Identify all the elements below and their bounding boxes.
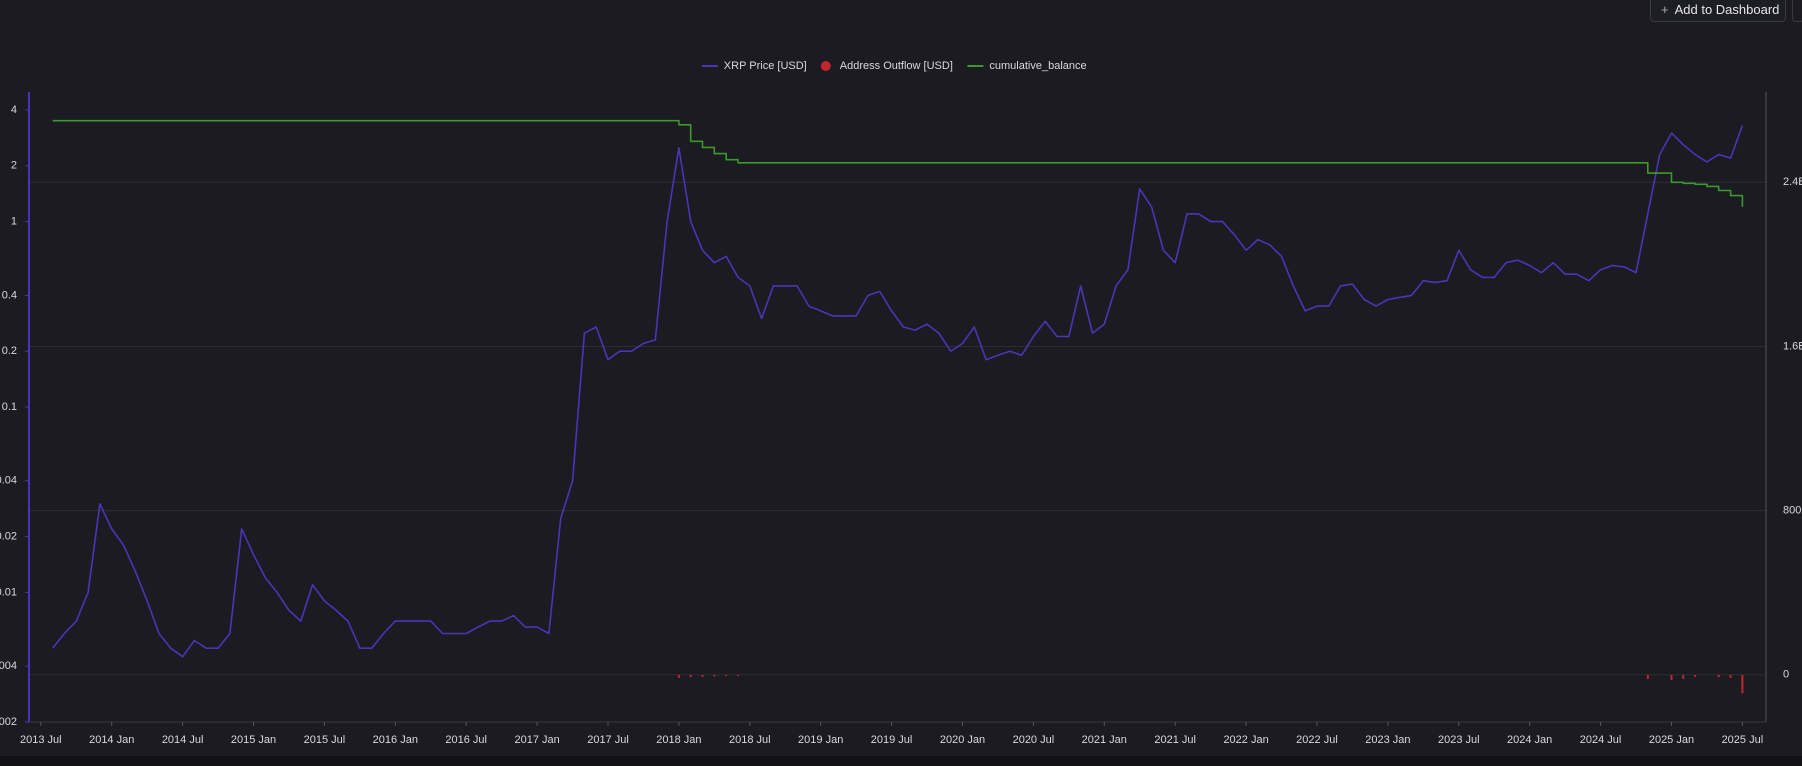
y-tick-label: 0.4 xyxy=(2,289,17,301)
y-tick-label: 0.04 xyxy=(0,475,17,487)
y-tick-label: 0.2 xyxy=(2,345,17,357)
plus-icon: + xyxy=(1661,2,1669,17)
bar xyxy=(1717,674,1720,678)
bar xyxy=(1729,674,1732,678)
legend-marker xyxy=(820,61,831,71)
bar xyxy=(1646,674,1649,679)
x-tick-label: 2021 Jul xyxy=(1154,734,1196,746)
series-line xyxy=(52,119,1744,207)
bar xyxy=(713,674,716,677)
y-tick-label: 2 xyxy=(11,160,17,172)
legend: XRP Price [USD] Address Outflow [USD] cumu… xyxy=(701,60,1087,72)
legend-label: XRP Price [USD] xyxy=(724,60,807,72)
y2-tick-label: 800M xyxy=(1783,505,1802,517)
x-tick-label: 2015 Jan xyxy=(231,734,276,746)
x-tick-label: 2020 Jan xyxy=(940,734,985,746)
x-tick-label: 2020 Jul xyxy=(1013,734,1055,746)
x-tick-label: 2023 Jul xyxy=(1438,734,1480,746)
legend-label: cumulative_balance xyxy=(989,60,1086,72)
x-tick-label: 2024 Jul xyxy=(1580,734,1622,746)
x-tick-label: 2022 Jul xyxy=(1296,734,1338,746)
y2-tick-label: 2.4B xyxy=(1783,176,1802,188)
bar xyxy=(1682,674,1685,679)
x-tick-label: 2022 Jan xyxy=(1223,734,1268,746)
menu-button[interactable] xyxy=(1792,0,1802,22)
add-to-dashboard-button[interactable]: + Add to Dashboard xyxy=(1650,0,1786,22)
y2-tick-label: 0 xyxy=(1783,669,1789,681)
bottom-band xyxy=(0,756,1802,766)
y-tick-label: 4 xyxy=(11,104,17,116)
x-tick-label: 2021 Jan xyxy=(1082,734,1127,746)
series-line xyxy=(51,125,1744,658)
x-tick-label: 2015 Jul xyxy=(304,734,346,746)
x-tick-label: 2017 Jan xyxy=(514,734,559,746)
x-tick-label: 2014 Jan xyxy=(89,734,134,746)
x-tick-label: 2019 Jan xyxy=(798,734,843,746)
x-tick-label: 2016 Jan xyxy=(373,734,418,746)
x-tick-label: 2024 Jan xyxy=(1507,734,1552,746)
bar xyxy=(677,674,680,678)
x-tick-label: 2013 Jul xyxy=(20,734,62,746)
x-tick-label: 2025 Jul xyxy=(1722,734,1764,746)
y-tick-label: 0.004 xyxy=(0,660,17,672)
bar xyxy=(725,674,728,677)
bar xyxy=(689,674,692,678)
y-tick-label: 0.002 xyxy=(0,716,17,728)
x-tick-label: 2018 Jul xyxy=(729,734,771,746)
x-tick-label: 2018 Jan xyxy=(656,734,701,746)
y-tick-label: 0.01 xyxy=(0,586,17,598)
x-tick-label: 2017 Jul xyxy=(587,734,629,746)
legend-label: Address Outflow [USD] xyxy=(840,60,953,72)
x-tick-label: 2019 Jul xyxy=(871,734,913,746)
y-tick-label: 1 xyxy=(11,215,17,227)
y-tick-label: 0.02 xyxy=(0,530,17,542)
x-tick-label: 2023 Jan xyxy=(1365,734,1410,746)
x-tick-label: 2014 Jul xyxy=(162,734,204,746)
bar xyxy=(1741,674,1744,694)
x-tick-label: 2016 Jul xyxy=(445,734,487,746)
button-label: Add to Dashboard xyxy=(1674,2,1780,17)
bar xyxy=(1670,674,1673,680)
y2-tick-label: 1.6B xyxy=(1783,340,1802,352)
bar xyxy=(1694,674,1697,677)
x-tick-label: 2025 Jan xyxy=(1649,734,1694,746)
bar xyxy=(701,674,704,677)
bar xyxy=(736,674,739,676)
y-tick-label: 0.1 xyxy=(2,401,17,413)
